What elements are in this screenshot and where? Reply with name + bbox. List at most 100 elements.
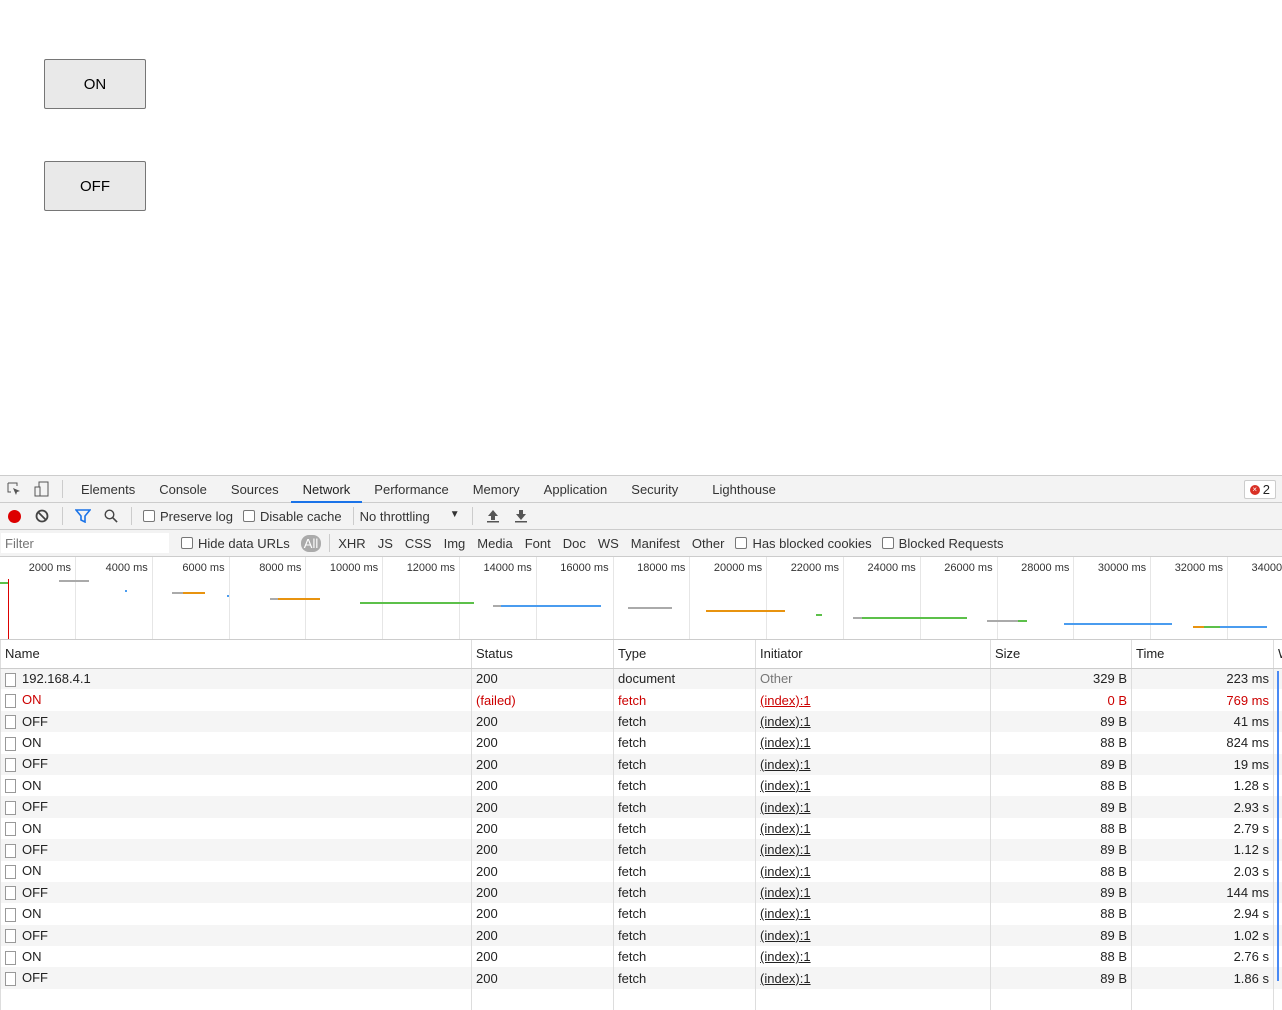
request-timing-bar xyxy=(227,595,229,597)
column-header-initiator[interactable]: Initiator xyxy=(756,640,991,668)
filter-type-js[interactable]: JS xyxy=(378,536,393,551)
tab-security[interactable]: Security xyxy=(619,476,690,503)
initiator-cell[interactable]: (index):1 xyxy=(756,796,991,817)
filter-type-all[interactable]: All xyxy=(301,535,321,552)
request-name[interactable]: ON xyxy=(22,778,42,793)
initiator-cell[interactable]: (index):1 xyxy=(756,925,991,946)
filter-type-xhr[interactable]: XHR xyxy=(338,536,365,551)
tab-memory[interactable]: Memory xyxy=(461,476,532,503)
initiator-cell[interactable]: (index):1 xyxy=(756,732,991,753)
column-header-status[interactable]: Status xyxy=(472,640,614,668)
filter-type-ws[interactable]: WS xyxy=(598,536,619,551)
initiator-cell[interactable]: (index):1 xyxy=(756,903,991,924)
initiator-cell[interactable]: (index):1 xyxy=(756,967,991,988)
initiator-cell[interactable]: (index):1 xyxy=(756,689,991,710)
initiator-cell[interactable]: (index):1 xyxy=(756,946,991,967)
initiator-cell[interactable]: (index):1 xyxy=(756,818,991,839)
filter-type-other[interactable]: Other xyxy=(692,536,725,551)
on-button[interactable]: ON xyxy=(44,59,146,109)
filter-icon[interactable] xyxy=(72,505,94,527)
request-name[interactable]: OFF xyxy=(22,928,48,943)
timeline-tick-label: 4000 ms xyxy=(68,562,148,574)
record-button[interactable] xyxy=(3,505,25,527)
column-header-name[interactable]: Name xyxy=(1,640,472,668)
clear-icon[interactable] xyxy=(31,505,53,527)
tab-sources[interactable]: Sources xyxy=(219,476,291,503)
off-button[interactable]: OFF xyxy=(44,161,146,211)
blocked-requests-checkbox[interactable]: Blocked Requests xyxy=(882,536,1004,551)
request-name[interactable]: ON xyxy=(22,949,42,964)
tab-console[interactable]: Console xyxy=(147,476,219,503)
column-header-time[interactable]: Time xyxy=(1132,640,1274,668)
time-cell: 824 ms xyxy=(1132,732,1274,753)
filter-type-media[interactable]: Media xyxy=(477,536,512,551)
request-name[interactable]: 192.168.4.1 xyxy=(22,671,91,686)
filter-type-manifest[interactable]: Manifest xyxy=(631,536,680,551)
waterfall-scrollbar[interactable] xyxy=(1277,671,1279,981)
column-header-w[interactable]: W xyxy=(1274,640,1282,668)
initiator-cell[interactable]: (index):1 xyxy=(756,839,991,860)
request-name[interactable]: ON xyxy=(22,821,42,836)
import-har-icon[interactable] xyxy=(482,505,504,527)
size-cell: 89 B xyxy=(991,796,1132,817)
request-name[interactable]: OFF xyxy=(22,885,48,900)
filter-type-doc[interactable]: Doc xyxy=(563,536,586,551)
inspect-element-icon[interactable] xyxy=(3,478,25,500)
search-icon[interactable] xyxy=(100,505,122,527)
request-name[interactable]: ON xyxy=(22,735,42,750)
tab-performance[interactable]: Performance xyxy=(362,476,460,503)
filter-type-css[interactable]: CSS xyxy=(405,536,432,551)
column-header-size[interactable]: Size xyxy=(991,640,1132,668)
throttling-select[interactable]: No throttling▼ xyxy=(360,509,460,524)
tab-elements[interactable]: Elements xyxy=(69,476,147,503)
hide-data-urls-checkbox[interactable]: Hide data URLs xyxy=(181,536,290,551)
request-name[interactable]: OFF xyxy=(22,799,48,814)
request-name[interactable]: OFF xyxy=(22,970,48,985)
size-cell: 89 B xyxy=(991,882,1132,903)
request-name[interactable]: ON xyxy=(22,692,42,707)
request-name[interactable]: ON xyxy=(22,906,42,921)
disable-cache-checkbox[interactable]: Disable cache xyxy=(243,509,342,524)
request-name[interactable]: OFF xyxy=(22,714,48,729)
filter-type-font[interactable]: Font xyxy=(525,536,551,551)
initiator-cell[interactable]: (index):1 xyxy=(756,711,991,732)
export-har-icon[interactable] xyxy=(510,505,532,527)
tab-application[interactable]: Application xyxy=(532,476,620,503)
initiator-cell[interactable]: (index):1 xyxy=(756,754,991,775)
request-name[interactable]: OFF xyxy=(22,756,48,771)
preserve-log-checkbox[interactable]: Preserve log xyxy=(143,509,233,524)
time-cell: 2.94 s xyxy=(1132,903,1274,924)
type-cell: fetch xyxy=(614,839,756,860)
filter-input[interactable] xyxy=(1,533,169,553)
initiator-cell[interactable]: (index):1 xyxy=(756,775,991,796)
request-name[interactable]: ON xyxy=(22,863,42,878)
error-counter[interactable]: × 2 xyxy=(1244,480,1276,499)
initiator-cell[interactable]: (index):1 xyxy=(756,861,991,882)
document-icon xyxy=(5,865,16,879)
has-blocked-cookies-checkbox[interactable]: Has blocked cookies xyxy=(735,536,871,551)
status-cell: (failed) xyxy=(472,689,614,710)
column-header-type[interactable]: Type xyxy=(614,640,756,668)
request-name[interactable]: OFF xyxy=(22,842,48,857)
initiator-cell[interactable]: (index):1 xyxy=(756,882,991,903)
tab-lighthouse[interactable]: Lighthouse xyxy=(700,476,788,503)
device-toggle-icon[interactable] xyxy=(31,478,53,500)
filter-type-img[interactable]: Img xyxy=(444,536,466,551)
tab-network[interactable]: Network xyxy=(291,476,363,503)
